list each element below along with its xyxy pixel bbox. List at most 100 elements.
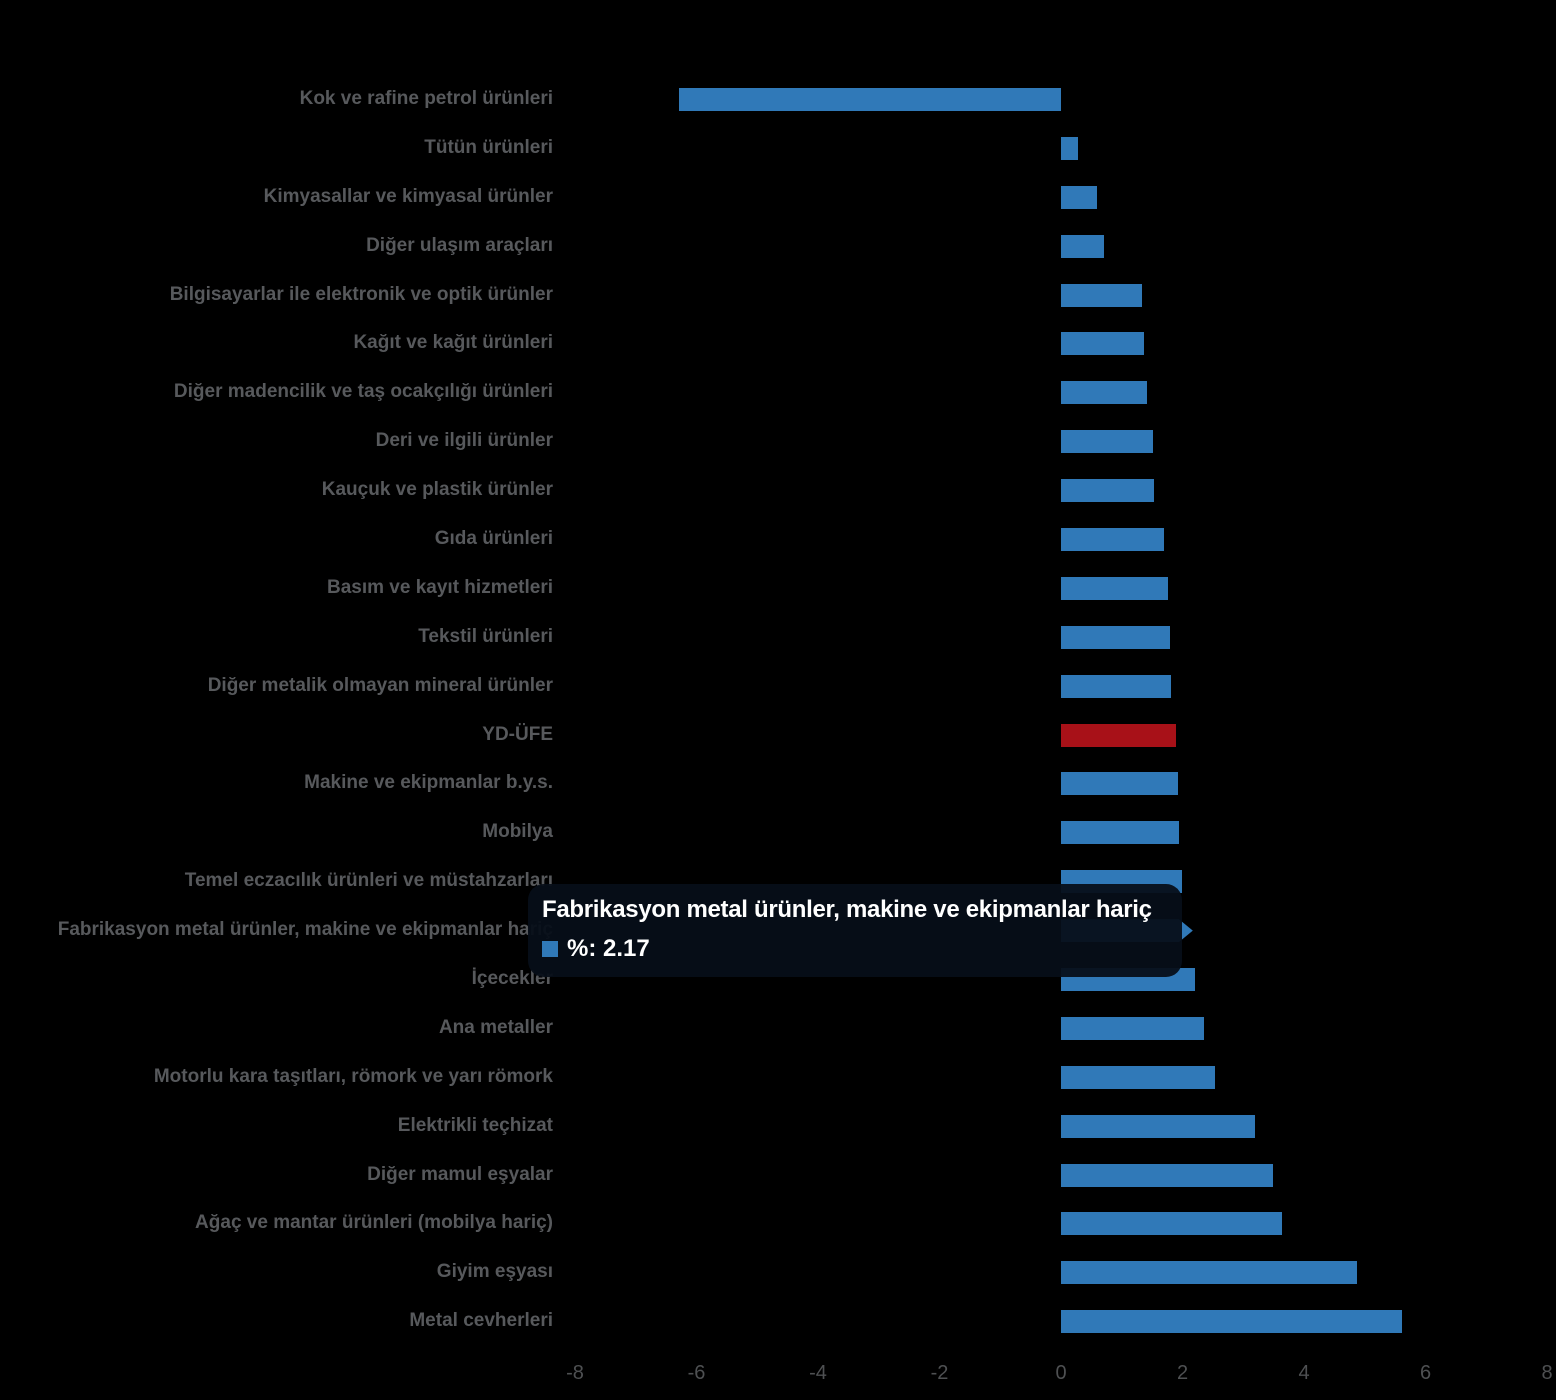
plot-cell (575, 87, 1547, 111)
category-label: Ağaç ve mantar ürünleri (mobilya hariç) (195, 1212, 553, 1234)
category-label: Diğer ulaşım araçları (366, 234, 553, 256)
plot-cell (575, 1310, 1547, 1334)
bar[interactable] (1061, 381, 1148, 405)
chart-row: Deri ve ilgili ürünler (0, 417, 1556, 466)
plot-cell (575, 625, 1547, 649)
series-swatch-icon (542, 941, 558, 957)
x-tick-label: -6 (687, 1362, 706, 1384)
bar[interactable] (1061, 576, 1168, 600)
tooltip-title: Fabrikasyon metal ürünler, makine ve eki… (542, 896, 1152, 923)
category-label: Diğer madencilik ve taş ocakçılığı ürünl… (173, 381, 553, 403)
category-label: Tekstil ürünleri (418, 625, 553, 647)
chart-row: Giyim eşyası (0, 1248, 1556, 1297)
chart-row: Diğer mamul eşyalar (0, 1151, 1556, 1200)
x-tick-label: 0 (1055, 1362, 1067, 1384)
bar[interactable] (1061, 136, 1078, 160)
plot-cell (575, 1261, 1547, 1285)
bar[interactable] (1061, 1016, 1205, 1040)
category-label: Kok ve rafine petrol ürünleri (299, 88, 553, 109)
x-tick-label: -8 (566, 1362, 584, 1384)
chart-row: Gıda ürünleri (0, 515, 1556, 564)
x-tick-label: 6 (1419, 1362, 1432, 1384)
x-tick-label: 4 (1298, 1362, 1310, 1384)
tooltip-value: %: 2.17 (567, 935, 650, 962)
category-label: Elektrikli teçhizat (397, 1114, 553, 1136)
bar[interactable] (1061, 185, 1098, 209)
plot-cell (575, 1065, 1547, 1089)
category-label: Makine ve ekipmanlar b.y.s. (304, 772, 553, 794)
tooltip: Fabrikasyon metal ürünler, makine ve eki… (528, 884, 1182, 977)
bar[interactable] (1061, 332, 1145, 356)
x-tick-label: -2 (930, 1362, 949, 1384)
chart-row: YD-ÜFE (0, 711, 1556, 760)
chart-row: Ağaç ve mantar ürünleri (mobilya hariç) (0, 1199, 1556, 1248)
chart-row: Kimyasallar ve kimyasal ürünler (0, 173, 1556, 222)
category-label: Kağıt ve kağıt ürünleri (353, 332, 553, 354)
plot-cell (575, 381, 1547, 405)
plot-cell (575, 479, 1547, 503)
category-label: Giyim eşyası (436, 1261, 553, 1283)
x-axis: -8 -6 -4 -2 0 2 4 6 8 (566, 1362, 1552, 1392)
chart-row: Diğer metalik olmayan mineral ürünler (0, 662, 1556, 711)
bar[interactable] (678, 87, 1061, 111)
bar[interactable] (1061, 674, 1171, 698)
chart-row: Kağıt ve kağıt ürünleri (0, 319, 1556, 368)
bar[interactable] (1061, 772, 1178, 796)
bar[interactable] (1061, 625, 1171, 649)
plot-cell (575, 527, 1547, 551)
chart-row: Motorlu kara taşıtları, römork ve yarı r… (0, 1053, 1556, 1102)
category-label: Deri ve ilgili ürünler (375, 430, 553, 452)
x-tick-label: -4 (809, 1362, 827, 1384)
category-label: Bilgisayarlar ile elektronik ve optik ür… (169, 283, 553, 305)
plot-cell (575, 1114, 1547, 1138)
chart-row: Mobilya (0, 808, 1556, 857)
category-label: Diğer mamul eşyalar (367, 1163, 553, 1185)
category-label: Fabrikasyon metal ürünler, makine ve eki… (57, 919, 553, 941)
category-label: Motorlu kara taşıtları, römork ve yarı r… (153, 1065, 553, 1087)
category-label: Ana metaller (438, 1016, 553, 1038)
plot-cell (575, 1016, 1547, 1040)
chart-row: Basım ve kayıt hizmetleri (0, 564, 1556, 613)
plot-cell (575, 576, 1547, 600)
x-tick-label: 2 (1176, 1362, 1189, 1384)
bar[interactable] (1061, 479, 1154, 503)
chart-rows: Kok ve rafine petrol ürünleri Tütün ürün… (0, 75, 1556, 1346)
chart-row: Kauçuk ve plastik ürünler (0, 466, 1556, 515)
plot-cell (575, 332, 1547, 356)
bar[interactable] (1061, 1310, 1402, 1334)
bar[interactable] (1061, 1114, 1256, 1138)
chart-row: Bilgisayarlar ile elektronik ve optik ür… (0, 271, 1556, 320)
category-label: Tütün ürünleri (424, 136, 553, 158)
bar[interactable] (1061, 527, 1164, 551)
category-label: İçecekler (471, 968, 553, 990)
tooltip-value-row: %: 2.17 (542, 935, 1168, 963)
plot-cell (575, 1163, 1547, 1187)
category-label: Metal cevherleri (409, 1310, 553, 1332)
plot-cell (575, 772, 1547, 796)
plot-cell (575, 136, 1547, 160)
bar[interactable] (1061, 1163, 1274, 1187)
category-label: Diğer metalik olmayan mineral ürünler (207, 674, 553, 696)
plot-cell (575, 234, 1547, 258)
bar[interactable] (1061, 723, 1176, 747)
category-label: YD-ÜFE (482, 723, 553, 745)
chart-row: Tütün ürünleri (0, 124, 1556, 173)
chart-row: Elektrikli teçhizat (0, 1102, 1556, 1151)
bar[interactable] (1061, 430, 1154, 454)
bar[interactable] (1061, 283, 1142, 307)
category-label: Gıda ürünleri (434, 528, 553, 550)
bar[interactable] (1061, 1212, 1282, 1236)
chart-row: Diğer madencilik ve taş ocakçılığı ürünl… (0, 368, 1556, 417)
chart-row: Diğer ulaşım araçları (0, 222, 1556, 271)
bar[interactable] (1061, 1261, 1357, 1285)
plot-cell (575, 1212, 1547, 1236)
bar[interactable] (1061, 1065, 1215, 1089)
bar[interactable] (1061, 821, 1179, 845)
bar[interactable] (1061, 234, 1104, 258)
x-tick-label: 8 (1541, 1362, 1553, 1384)
category-label: Kimyasallar ve kimyasal ürünler (263, 185, 553, 207)
chart-row: Kok ve rafine petrol ürünleri (0, 75, 1556, 124)
plot-cell (575, 723, 1547, 747)
plot-cell (575, 674, 1547, 698)
